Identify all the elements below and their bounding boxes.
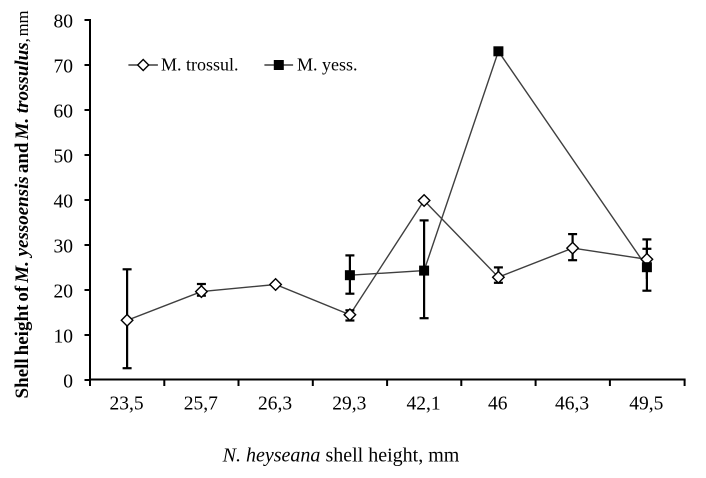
svg-text:M. yess.: M. yess. <box>297 55 358 75</box>
svg-text:25,7: 25,7 <box>184 394 218 415</box>
svg-text:26,3: 26,3 <box>258 394 292 415</box>
svg-text:10: 10 <box>54 326 74 347</box>
svg-text:46: 46 <box>488 394 508 415</box>
svg-text:60: 60 <box>54 101 74 122</box>
svg-text:ShellheightofM. yessoensisandM: ShellheightofM. yessoensisandM. trossulu… <box>12 10 33 398</box>
svg-text:50: 50 <box>54 146 74 167</box>
svg-text:29,3: 29,3 <box>332 394 366 415</box>
svg-text:70: 70 <box>54 56 74 77</box>
svg-text:M. trossul.: M. trossul. <box>161 55 239 75</box>
svg-text:23,5: 23,5 <box>109 394 143 415</box>
svg-text:49,5: 49,5 <box>629 394 663 415</box>
svg-text:0: 0 <box>63 371 73 392</box>
svg-text:30: 30 <box>54 236 74 257</box>
svg-text:46,3: 46,3 <box>555 394 589 415</box>
svg-text:40: 40 <box>54 191 74 212</box>
svg-text:80: 80 <box>54 11 74 32</box>
svg-text:42,1: 42,1 <box>406 394 440 415</box>
svg-text:N. heyseana shell height, mm: N. heyseana shell height, mm <box>222 445 460 467</box>
svg-text:20: 20 <box>54 281 74 302</box>
